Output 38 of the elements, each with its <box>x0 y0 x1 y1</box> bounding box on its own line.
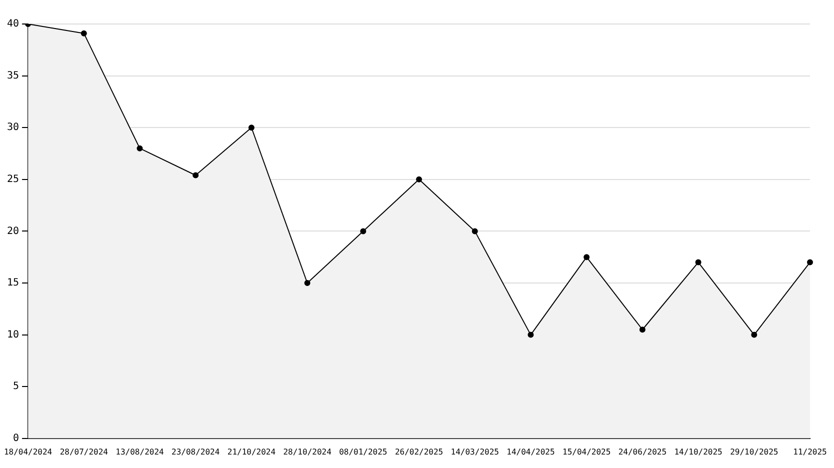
x-tick-label: 23/08/2024 <box>172 447 220 456</box>
y-tick-label: 20 <box>6 226 20 237</box>
point <box>360 228 366 234</box>
point <box>528 332 534 338</box>
y-tick-label: 15 <box>6 278 20 289</box>
y-tick-label: 5 <box>13 381 20 392</box>
x-tick-label: 14/04/2025 <box>506 447 555 456</box>
x-tick-label: 14/03/2025 <box>450 447 500 456</box>
point <box>584 254 590 260</box>
y-tick-label: 35 <box>6 70 20 82</box>
point <box>304 280 310 286</box>
y-tick-label: 40 <box>6 18 20 30</box>
y-tick-label: 25 <box>6 174 20 185</box>
x-tick-label: 28/07/2024 <box>60 447 108 456</box>
x-tick-label: 18/04/2024 <box>4 447 52 456</box>
point <box>416 176 422 182</box>
point <box>695 259 702 266</box>
y-tick-label: 0 <box>13 432 20 444</box>
point <box>248 124 254 131</box>
point <box>136 145 143 152</box>
y-tick-label: 30 <box>6 122 20 134</box>
point <box>807 259 813 266</box>
x-tick-label: 08/01/2025 <box>339 447 388 456</box>
x-tick-label: 11/2025 <box>793 447 828 456</box>
point <box>639 326 646 333</box>
x-tick-label: 15/04/2025 <box>562 447 611 456</box>
x-tick-label: 13/08/2024 <box>116 447 164 456</box>
x-tick-label: 24/06/2025 <box>618 447 667 456</box>
point <box>80 30 87 36</box>
x-tick-label: 14/10/2025 <box>674 447 723 456</box>
point <box>472 228 478 234</box>
x-tick-label: 21/10/2024 <box>227 447 276 456</box>
point <box>751 332 758 338</box>
x-tick-label: 28/10/2024 <box>283 447 332 456</box>
x-tick-label: 29/10/2025 <box>730 447 778 456</box>
x-tick-label: 26/02/2025 <box>394 447 444 456</box>
point <box>192 172 199 178</box>
y-tick-label: 10 <box>6 329 20 340</box>
